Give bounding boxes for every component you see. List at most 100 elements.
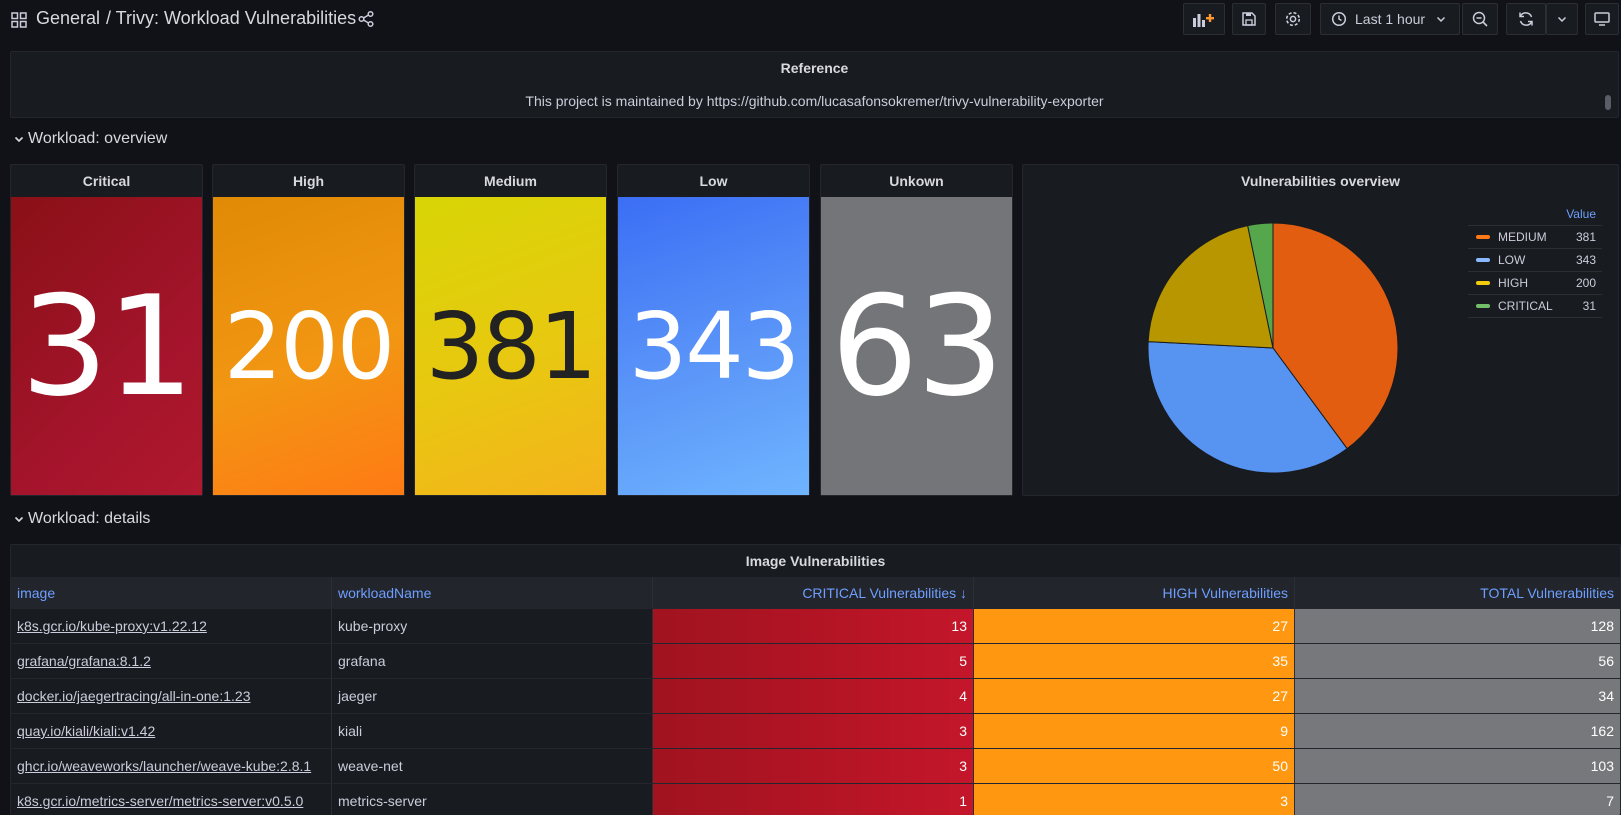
dashboard-title[interactable]: / Trivy: Workload Vulnerabilities [106,8,357,28]
total-cell: 128 [1295,609,1620,643]
stat-title: Medium [484,173,537,189]
column-header-image[interactable]: image [11,577,332,608]
time-range-picker[interactable]: Last 1 hour [1320,3,1460,35]
workload-cell: metrics-server [332,784,653,815]
breadcrumb-folder[interactable]: General [36,8,101,28]
image-cell: grafana/grafana:8.1.2 [11,644,332,678]
gear-icon [1285,11,1301,27]
legend-item[interactable]: LOW 343 [1468,249,1602,272]
stat-panel-medium: Medium 381 [414,164,607,496]
save-dashboard-button[interactable] [1232,3,1266,35]
high-cell: 27 [974,679,1295,713]
stat-value: 381 [425,292,598,400]
column-header-workload[interactable]: workloadName [332,577,653,608]
stat-panel-high: High 200 [212,164,405,496]
dashboard-navbar: General / Trivy: Workload Vulnerabilitie… [0,0,1621,40]
legend-label: MEDIUM [1498,230,1547,244]
legend-header[interactable]: Value [1468,203,1602,226]
column-header-total[interactable]: TOTAL Vulnerabilities [1480,584,1614,601]
image-cell: docker.io/jaegertracing/all-in-one:1.23 [11,679,332,713]
image-link[interactable]: grafana/grafana:8.1.2 [17,653,151,669]
high-cell: 9 [974,714,1295,748]
chevron-down-icon [14,516,24,523]
row-title: Workload: overview [28,130,168,147]
total-cell: 34 [1295,679,1620,713]
column-header-high[interactable]: HIGH Vulnerabilities [974,577,1295,608]
image-vulnerabilities-panel: Image Vulnerabilities image workloadName… [10,544,1621,815]
row-overview-toggle[interactable]: Workload: overview [12,130,167,148]
zoom-out-button[interactable] [1462,3,1498,35]
legend-item[interactable]: MEDIUM 381 [1468,226,1602,249]
share-icon[interactable] [357,10,375,28]
stat-title: High [292,173,325,189]
legend-value: 31 [1582,299,1596,313]
chevron-down-icon [1437,16,1446,23]
apps-grid-icon[interactable] [11,12,27,28]
stat-background: 343 [618,197,809,495]
legend-label: LOW [1498,253,1526,267]
scrollbar-thumb[interactable] [1605,95,1611,110]
legend-swatch [1476,304,1490,308]
table-row: ghcr.io/weaveworks/launcher/weave-kube:2… [11,749,1620,784]
chevron-down-icon [14,136,24,143]
refresh-interval-dropdown[interactable] [1546,3,1578,35]
legend-swatch [1476,235,1490,239]
high-cell: 35 [974,644,1295,678]
panel-title: Reference [780,60,849,76]
legend-item[interactable]: HIGH 200 [1468,272,1602,295]
clock-icon [1331,11,1347,27]
image-cell: k8s.gcr.io/metrics-server/metrics-server… [11,784,332,815]
image-link[interactable]: quay.io/kiali/kiali:v1.42 [17,723,156,739]
critical-cell: 13 [653,609,974,643]
column-header-label: CRITICAL Vulnerabilities [802,584,957,601]
chevron-down-icon [1557,16,1567,23]
stat-background: 31 [11,197,202,495]
critical-cell: 1 [653,784,974,815]
pie-slice-high[interactable] [1147,224,1274,349]
pie-slice-critical[interactable] [1247,222,1274,349]
table-row: k8s.gcr.io/kube-proxy:v1.22.12 kube-prox… [11,609,1620,644]
add-panel-button[interactable] [1183,3,1225,35]
pie-panel: Vulnerabilities overview Value MEDIUM 38… [1022,164,1619,496]
stat-panel-critical: Critical 31 [10,164,203,496]
pie-slice-medium[interactable] [1272,222,1399,450]
high-cell: 3 [974,784,1295,815]
pie-slice-low[interactable] [1147,341,1348,474]
refresh-button[interactable] [1506,3,1546,35]
legend-label: CRITICAL [1498,299,1553,313]
add-panel-icon [1193,14,1214,27]
column-header-critical[interactable]: CRITICAL Vulnerabilities ↓ [653,577,974,608]
critical-cell: 3 [653,714,974,748]
stat-panel-low: Low 343 [617,164,810,496]
image-link[interactable]: ghcr.io/weaveworks/launcher/weave-kube:2… [17,758,312,774]
view-mode-button[interactable] [1585,3,1619,35]
vulnerability-table: image workloadName CRITICAL Vulnerabilit… [11,577,1620,815]
image-link[interactable]: k8s.gcr.io/kube-proxy:v1.22.12 [17,618,207,634]
stat-value: 63 [830,265,1005,427]
stat-background: 63 [821,197,1012,495]
table-row: docker.io/jaegertracing/all-in-one:1.23 … [11,679,1620,714]
dashboard-settings-button[interactable] [1275,3,1311,35]
legend-item[interactable]: CRITICAL 31 [1468,295,1602,318]
pie-chart [1147,222,1399,474]
table-row: grafana/grafana:8.1.2 grafana 5 35 56 [11,644,1620,679]
stat-title: Critical [82,173,131,189]
workload-cell: grafana [332,644,653,678]
legend-swatch [1476,258,1490,262]
stat-value: 343 [628,292,801,400]
save-icon [1242,12,1256,26]
high-cell: 50 [974,749,1295,783]
stat-value: 200 [223,292,396,400]
legend-value: 200 [1575,276,1596,290]
stat-value: 31 [20,265,195,427]
total-cell: 103 [1295,749,1620,783]
table-row: quay.io/kiali/kiali:v1.42 kiali 3 9 162 [11,714,1620,749]
row-details-toggle[interactable]: Workload: details [12,510,150,528]
image-link[interactable]: docker.io/jaegertracing/all-in-one:1.23 [17,688,251,704]
image-link[interactable]: k8s.gcr.io/metrics-server/metrics-server… [17,793,304,809]
reference-panel: Reference This project is maintained by … [10,51,1619,118]
critical-cell: 3 [653,749,974,783]
workload-cell: jaeger [332,679,653,713]
row-title: Workload: details [28,510,151,527]
stat-background: 381 [415,197,606,495]
